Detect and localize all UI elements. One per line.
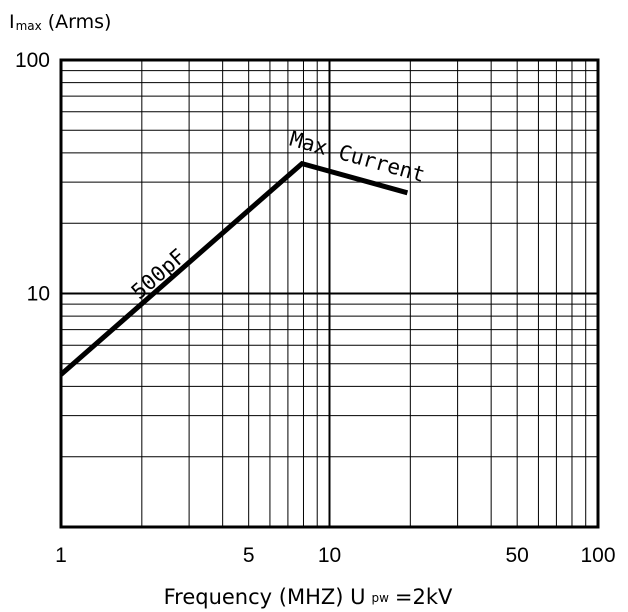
x-axis-title-tail: =2kV [395,585,453,609]
x-tick-label: 1 [55,544,67,567]
x-tick-labels: 1 5 10 50 100 [55,544,615,567]
y-axis-title-sub: max [16,19,42,33]
x-tick-label: 100 [580,544,615,567]
x-axis-title-sub: pw [371,591,389,605]
y-tick-labels: 10 100 [15,49,50,306]
plot-frame [59,58,600,529]
x-axis-title-main: Frequency (MHZ) U [164,585,366,609]
x-tick-label: 5 [243,544,255,567]
y-tick-label: 10 [27,283,50,306]
y-axis-title-unit: (Arms) [48,11,112,33]
x-axis-title: Frequency (MHZ) U pw =2kV [164,585,453,609]
y-axis-title: Imax (Arms) [9,11,111,33]
series-line [59,160,409,377]
annotation-label: 500pF [127,244,190,304]
y-tick-label: 100 [15,49,50,72]
series-layer [59,160,409,377]
x-tick-label: 10 [318,544,341,567]
y-axis-title-main: I [9,11,15,33]
x-tick-label: 50 [505,544,528,567]
